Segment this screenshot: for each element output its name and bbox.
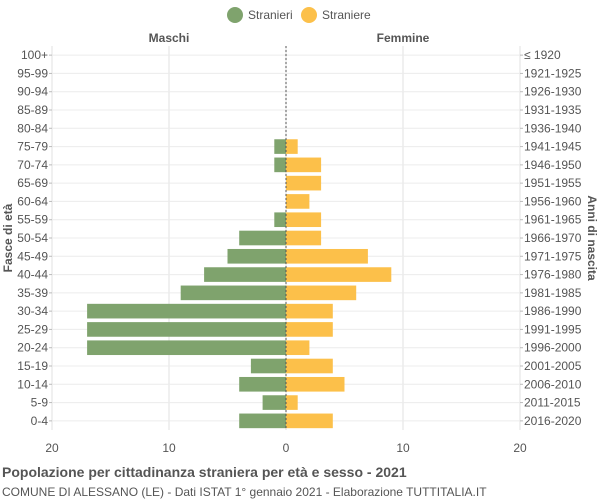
birth-year-label: 2016-2020 xyxy=(524,414,582,428)
age-group-label: 50-54 xyxy=(17,231,48,245)
bar-straniere xyxy=(286,376,345,392)
bar-straniere xyxy=(286,413,333,429)
birth-year-label: 1941-1945 xyxy=(524,140,582,154)
bar-stranieri xyxy=(274,157,286,173)
bar-stranieri xyxy=(87,322,286,337)
bar-straniere xyxy=(286,340,310,356)
birth-year-label: 1966-1970 xyxy=(524,231,582,245)
age-group-label: 45-49 xyxy=(17,249,48,263)
birth-year-label: 1971-1975 xyxy=(524,249,582,263)
age-group-label: 100+ xyxy=(21,48,48,62)
birth-year-label: 1981-1985 xyxy=(524,286,582,300)
age-group-label: 20-24 xyxy=(17,341,48,355)
bar-stranieri xyxy=(239,376,286,392)
age-group-label: 95-99 xyxy=(17,66,48,80)
birth-year-label: 1921-1925 xyxy=(524,66,582,80)
age-group-label: 10-14 xyxy=(17,377,48,391)
bar-stranieri xyxy=(262,395,286,410)
birth-year-label: 1946-1950 xyxy=(524,158,582,172)
legend-label-straniere: Straniere xyxy=(322,8,371,22)
bar-straniere xyxy=(286,230,322,246)
bar-straniere xyxy=(286,175,322,191)
bar-straniere xyxy=(286,194,310,209)
age-group-label: 5-9 xyxy=(31,396,49,410)
bar-straniere xyxy=(286,322,333,337)
bar-stranieri xyxy=(239,230,286,246)
age-group-label: 30-34 xyxy=(17,304,48,318)
x-tick-label: 10 xyxy=(396,441,410,455)
bar-straniere xyxy=(286,395,298,410)
bar-straniere xyxy=(286,139,298,154)
chart-title: Popolazione per cittadinanza straniera p… xyxy=(2,464,407,480)
bar-straniere xyxy=(286,157,322,173)
birth-year-label: 1926-1930 xyxy=(524,85,582,99)
bar-straniere xyxy=(286,285,357,301)
birth-year-label: 1956-1960 xyxy=(524,194,582,208)
age-group-label: 65-69 xyxy=(17,176,48,190)
birth-year-label: 1991-1995 xyxy=(524,322,582,336)
age-group-label: 75-79 xyxy=(17,140,48,154)
x-tick-label: 20 xyxy=(513,441,527,455)
y-axis-label-right: Anni di nascita xyxy=(585,195,599,281)
bar-stranieri xyxy=(227,248,286,264)
bar-stranieri xyxy=(180,285,286,301)
age-group-label: 35-39 xyxy=(17,286,48,300)
age-group-label: 15-19 xyxy=(17,359,48,373)
bar-stranieri xyxy=(250,358,286,374)
birth-year-label: 1951-1955 xyxy=(524,176,582,190)
age-group-label: 70-74 xyxy=(17,158,48,172)
legend-label-stranieri: Stranieri xyxy=(248,8,293,22)
bar-stranieri xyxy=(87,340,286,356)
age-group-label: 90-94 xyxy=(17,85,48,99)
birth-year-label: 2001-2005 xyxy=(524,359,582,373)
bar-straniere xyxy=(286,358,333,374)
legend-swatch-straniere xyxy=(301,7,317,23)
x-tick-label: 20 xyxy=(45,441,59,455)
birth-year-label: ≤ 1920 xyxy=(524,48,561,62)
header-maschi: Maschi xyxy=(149,31,190,45)
header-femmine: Femmine xyxy=(377,31,430,45)
age-group-label: 0-4 xyxy=(31,414,49,428)
x-tick-label: 0 xyxy=(283,441,290,455)
bar-straniere xyxy=(286,267,392,282)
x-tick-label: 10 xyxy=(162,441,176,455)
birth-year-label: 2006-2010 xyxy=(524,377,582,391)
birth-year-label: 1936-1940 xyxy=(524,121,582,135)
bar-straniere xyxy=(286,212,322,228)
birth-year-label: 1976-1980 xyxy=(524,268,582,282)
bar-straniere xyxy=(286,303,333,319)
bar-stranieri xyxy=(204,267,286,282)
y-axis-label-left: Fasce di età xyxy=(1,203,15,272)
birth-year-label: 1931-1935 xyxy=(524,103,582,117)
bar-stranieri xyxy=(87,303,286,319)
bar-straniere xyxy=(286,248,368,264)
birth-year-label: 1986-1990 xyxy=(524,304,582,318)
birth-year-label: 1961-1965 xyxy=(524,213,582,227)
bar-stranieri xyxy=(274,139,286,154)
bar-stranieri xyxy=(239,413,286,429)
age-group-label: 85-89 xyxy=(17,103,48,117)
birth-year-label: 2011-2015 xyxy=(524,396,581,410)
birth-year-label: 1996-2000 xyxy=(524,341,582,355)
bar-stranieri xyxy=(274,212,286,228)
age-group-label: 40-44 xyxy=(17,268,48,282)
chart-subtitle: COMUNE DI ALESSANO (LE) - Dati ISTAT 1° … xyxy=(2,485,487,499)
age-group-label: 80-84 xyxy=(17,121,48,135)
age-group-label: 25-29 xyxy=(17,322,48,336)
age-group-label: 55-59 xyxy=(17,213,48,227)
legend-swatch-stranieri xyxy=(227,7,243,23)
age-group-label: 60-64 xyxy=(17,194,48,208)
